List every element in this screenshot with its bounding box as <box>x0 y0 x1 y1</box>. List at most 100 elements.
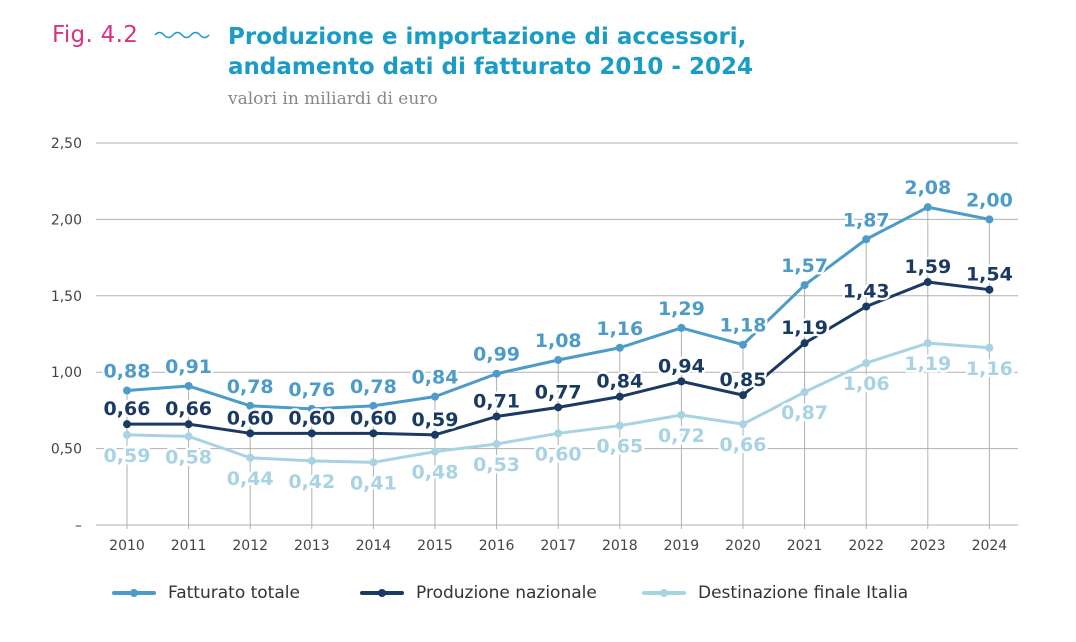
x-tick-label: 2010 <box>109 538 145 554</box>
data-point-produzione <box>615 392 624 401</box>
data-label-destinazione: 1,06 <box>843 373 890 395</box>
data-label-produzione: 0,59 <box>412 409 459 431</box>
data-point-produzione <box>369 429 378 438</box>
chart-header: Fig. 4.2 Produzione e importazione di ac… <box>0 0 1076 120</box>
x-tick-label: 2013 <box>294 538 330 554</box>
data-label-produzione: 1,43 <box>843 280 890 302</box>
data-label-produzione: 0,66 <box>104 398 151 420</box>
data-labels: 0,88 0,91 0,78 0,76 0,78 0,84 0,99 1,08 1,16 1,29… <box>101 175 1015 497</box>
x-tick-label: 2021 <box>787 538 823 554</box>
data-point-fatturato <box>615 343 624 352</box>
x-tick-label: 2024 <box>972 538 1008 554</box>
data-label-produzione: 0,77 <box>535 381 582 403</box>
data-label-fatturato: 0,76 <box>288 379 335 401</box>
chart-subtitle: valori in miliardi di euro <box>228 89 438 109</box>
data-point-destinazione <box>985 343 994 352</box>
data-point-fatturato <box>431 392 439 401</box>
data-label-fatturato: 1,08 <box>535 330 582 352</box>
data-point-fatturato <box>307 404 316 413</box>
chart-title-line2: andamento dati di fatturato 2010 - 2024 <box>228 54 753 80</box>
x-tick-label: 2016 <box>479 538 515 554</box>
legend-swatch-produzione <box>360 589 404 597</box>
data-label-produzione: 0,60 <box>288 407 335 429</box>
wave-decoration-icon <box>154 31 210 39</box>
data-point-fatturato <box>862 235 871 244</box>
legend-swatch-destinazione <box>642 589 686 597</box>
data-point-destinazione <box>123 430 131 439</box>
data-label-produzione: 0,85 <box>720 369 767 391</box>
x-tick-label: 2015 <box>417 538 453 554</box>
data-point-destinazione <box>431 447 439 456</box>
data-point-produzione <box>985 285 994 294</box>
x-tick-label: 2022 <box>848 538 884 554</box>
x-tick-label: 2019 <box>664 538 700 554</box>
chart-title: Produzione e importazione di accessori, … <box>228 22 988 82</box>
data-point-produzione <box>431 430 439 439</box>
data-point-destinazione <box>492 440 501 449</box>
data-point-destinazione <box>615 421 624 430</box>
legend-label-produzione: Produzione nazionale <box>416 583 597 603</box>
data-point-destinazione <box>307 456 316 465</box>
data-point-produzione <box>123 420 131 429</box>
chart-legend: Fatturato totale Produzione nazionale De… <box>112 580 1052 606</box>
legend-item-destinazione: Destinazione finale Italia <box>642 580 908 606</box>
data-point-destinazione <box>246 453 255 462</box>
data-label-destinazione: 0,53 <box>473 454 520 476</box>
y-tick-label: 0,50 <box>51 442 82 458</box>
data-label-fatturato: 0,99 <box>473 344 520 366</box>
data-label-fatturato: 1,29 <box>658 298 705 320</box>
y-tick-label: 1,50 <box>51 289 82 305</box>
data-point-destinazione <box>554 429 563 438</box>
data-label-produzione: 0,60 <box>227 407 274 429</box>
x-tick-label: 2011 <box>171 538 207 554</box>
data-label-fatturato: 0,78 <box>350 376 397 398</box>
axes: – 0,50 1,00 1,50 2,00 2,50 2010 2011 2012 2013 201… <box>51 136 1007 554</box>
data-point-produzione <box>184 420 193 429</box>
data-label-produzione: 0,60 <box>350 407 397 429</box>
data-label-produzione: 1,54 <box>966 264 1013 286</box>
legend-label-fatturato: Fatturato totale <box>168 583 300 603</box>
data-label-fatturato: 0,84 <box>412 367 459 389</box>
data-label-fatturato: 2,08 <box>904 177 951 199</box>
legend-label-destinazione: Destinazione finale Italia <box>698 583 909 603</box>
data-point-produzione <box>246 429 255 438</box>
data-label-destinazione: 0,41 <box>350 472 397 494</box>
data-label-fatturato: 1,18 <box>720 315 767 337</box>
legend-item-fatturato: Fatturato totale <box>112 580 300 606</box>
data-point-fatturato <box>123 386 131 395</box>
data-label-produzione: 1,19 <box>781 317 828 339</box>
data-label-destinazione: 0,44 <box>227 468 274 490</box>
data-point-fatturato <box>554 355 563 364</box>
data-point-destinazione <box>184 432 193 441</box>
data-point-destinazione <box>800 388 809 397</box>
data-point-produzione <box>554 403 563 412</box>
data-label-destinazione: 0,72 <box>658 425 705 447</box>
data-point-produzione <box>677 377 686 386</box>
y-tick-label: – <box>75 518 82 534</box>
y-tick-label: 2,50 <box>51 136 82 152</box>
gridlines <box>96 142 1018 529</box>
data-label-fatturato: 0,88 <box>104 361 151 383</box>
data-label-destinazione: 0,66 <box>720 434 767 456</box>
data-label-produzione: 0,94 <box>658 355 705 377</box>
series-lines <box>123 203 994 467</box>
data-label-destinazione: 0,65 <box>596 436 643 458</box>
data-point-produzione <box>307 429 316 438</box>
data-point-destinazione <box>677 410 686 419</box>
data-point-produzione <box>492 412 501 421</box>
data-point-fatturato <box>985 215 994 224</box>
data-label-destinazione: 0,58 <box>165 446 212 468</box>
data-label-fatturato: 2,00 <box>966 189 1013 211</box>
data-label-destinazione: 1,19 <box>904 353 951 375</box>
data-label-produzione: 0,66 <box>165 398 212 420</box>
data-point-destinazione <box>369 458 378 467</box>
x-tick-label: 2017 <box>540 538 576 554</box>
data-label-fatturato: 0,78 <box>227 376 274 398</box>
data-point-produzione <box>800 339 809 348</box>
data-label-destinazione: 0,42 <box>288 471 335 493</box>
data-label-fatturato: 0,91 <box>165 356 212 378</box>
data-label-fatturato: 1,57 <box>781 255 828 277</box>
x-tick-label: 2020 <box>725 538 761 554</box>
legend-item-produzione: Produzione nazionale <box>360 580 597 606</box>
